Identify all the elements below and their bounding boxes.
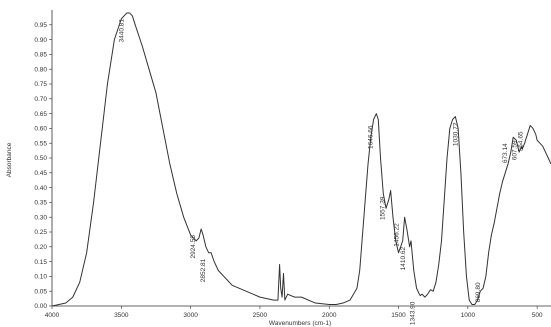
y-tick-label: 0.20	[34, 244, 47, 251]
x-tick-label: 4000	[45, 312, 60, 319]
peak-label: 2924.55	[190, 235, 197, 259]
peak-label: 1646.66	[367, 125, 374, 149]
peak-label: 1030.72	[453, 122, 460, 146]
y-tick-label: 0.40	[34, 185, 47, 192]
y-tick-label: 0.95	[34, 22, 47, 29]
peak-label: 869.80	[475, 282, 482, 302]
series-group	[51, 12, 551, 307]
plot-area: 0.00 0.05 0.10 0.15 0.20 0.25 0.30 0.35 0.40 0.45…	[34, 10, 551, 325]
x-tick-label: 1500	[391, 312, 406, 319]
peak-label: 1343.90	[409, 301, 416, 325]
peak-label: 1557.39	[380, 196, 387, 220]
peak-label: 1410.62	[400, 246, 407, 270]
x-tick-label: 2000	[322, 312, 337, 319]
y-tick-label: 0.90	[34, 37, 47, 44]
y-tick-label: 0.85	[34, 52, 47, 59]
peak-label: 3440.81	[119, 19, 126, 43]
y-tick-label: 0.00	[34, 303, 47, 310]
peak-label: 1456.22	[394, 223, 401, 247]
peak-label: 2852.81	[200, 258, 207, 282]
y-tick-label: 0.80	[34, 66, 47, 73]
y-tick-label: 0.65	[34, 111, 47, 118]
x-axis-ticks: 4000 3500 3000 2500 2000 1500 1000 500	[45, 306, 543, 319]
y-axis-ticks: 0.00 0.05 0.10 0.15 0.20 0.25 0.30 0.35 0.40 0.45…	[34, 22, 52, 310]
y-axis-title: Absorbance	[6, 142, 13, 177]
y-tick-label: 0.25	[34, 229, 47, 236]
y-tick-label: 0.50	[34, 155, 47, 162]
y-tick-label: 0.60	[34, 126, 47, 133]
peak-label: 607.59	[511, 140, 518, 160]
y-tick-label: 0.70	[34, 96, 47, 103]
y-tick-label: 0.75	[34, 81, 47, 88]
x-tick-label: 500	[532, 312, 543, 319]
y-tick-label: 0.10	[34, 274, 47, 281]
y-tick-label: 0.05	[34, 288, 47, 295]
peak-label: 564.65	[517, 131, 524, 151]
y-tick-label: 0.45	[34, 170, 47, 177]
y-tick-label: 0.30	[34, 214, 47, 221]
y-tick-label: 0.35	[34, 200, 47, 207]
x-tick-label: 2500	[253, 312, 268, 319]
y-tick-label: 0.15	[34, 259, 47, 266]
x-axis-title: Wavenumbers (cm-1)	[269, 320, 331, 327]
x-tick-label: 3000	[183, 312, 198, 319]
peak-label: 673.14	[502, 143, 509, 163]
y-tick-label: 0.55	[34, 140, 47, 147]
x-tick-label: 3500	[114, 312, 129, 319]
x-tick-label: 1000	[461, 312, 476, 319]
spectrum-line	[51, 12, 551, 307]
